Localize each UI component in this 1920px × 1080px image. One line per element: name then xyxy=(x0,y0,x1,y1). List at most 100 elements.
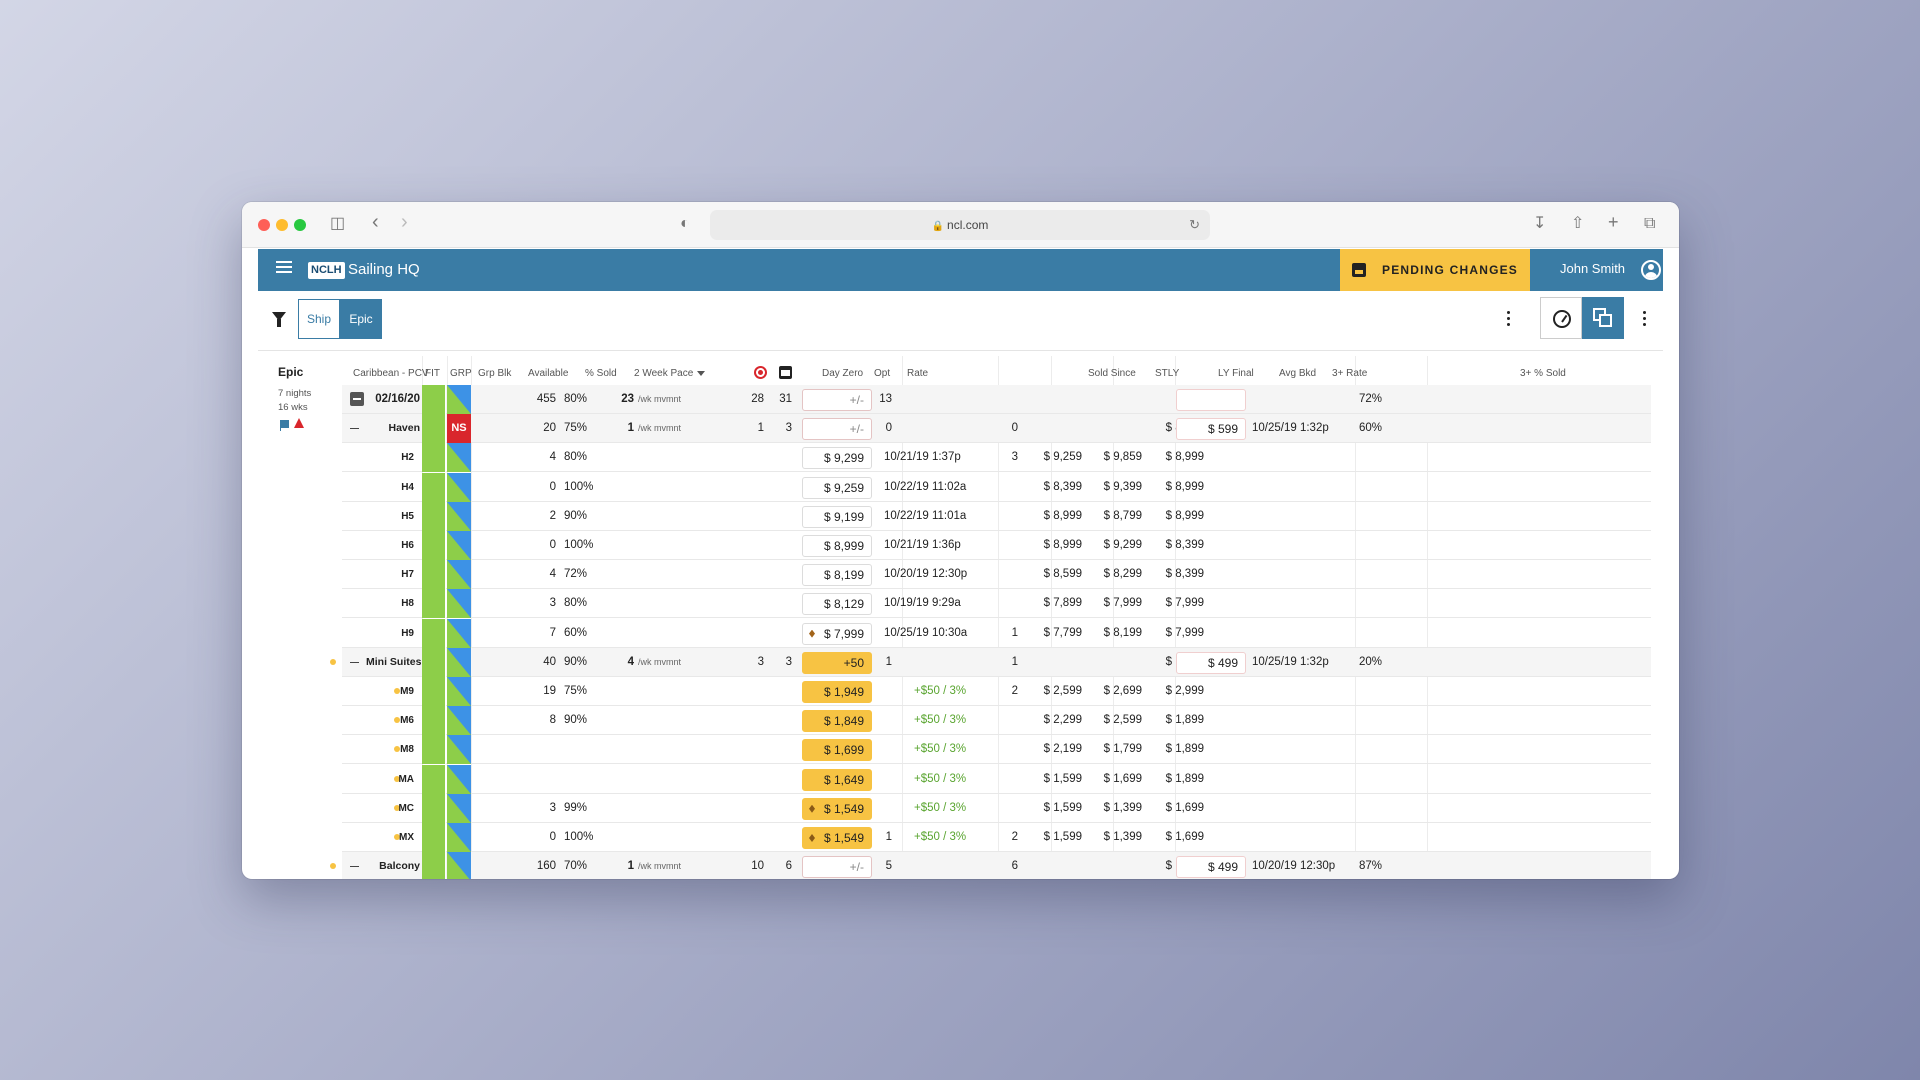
fit-cell[interactable] xyxy=(422,443,446,473)
grp-cell[interactable] xyxy=(447,531,471,560)
available-header[interactable]: Available xyxy=(528,368,569,379)
fit-cell[interactable] xyxy=(422,414,446,444)
category-code[interactable]: M6 xyxy=(400,715,414,727)
pct-sold-header[interactable]: % Sold xyxy=(585,368,617,379)
collapse-icon[interactable] xyxy=(350,392,364,406)
grp-cell[interactable] xyxy=(447,589,471,619)
collapse-icon[interactable] xyxy=(350,428,359,430)
fit-cell[interactable] xyxy=(422,589,446,619)
fit-header[interactable]: FIT xyxy=(425,368,440,379)
grp-cell[interactable] xyxy=(447,618,471,648)
rate-input[interactable]: +50 xyxy=(802,651,872,674)
grp-cell[interactable] xyxy=(447,706,471,736)
share-icon[interactable]: ⇧ xyxy=(1571,215,1585,232)
reload-icon[interactable]: ↻ xyxy=(1189,217,1200,232)
more-options-icon[interactable] xyxy=(1507,311,1511,329)
rate-input[interactable]: $ 9,199 xyxy=(802,505,872,528)
category-label[interactable]: Mini Suites xyxy=(366,655,422,668)
category-row[interactable]: H8 3 80% $ 8,129 10/19/19 9:29a $ 7,899 $ 7,99… xyxy=(342,589,1651,619)
grp-cell[interactable] xyxy=(447,472,471,502)
rate-input[interactable]: $ 1,849 xyxy=(802,710,872,733)
category-code[interactable]: H9 xyxy=(401,627,414,639)
sold-since-header[interactable]: Sold Since xyxy=(1088,368,1136,379)
fit-cell[interactable] xyxy=(422,531,446,560)
calendar-icon[interactable] xyxy=(779,366,792,379)
rate-input[interactable]: +/- xyxy=(802,389,872,411)
rate-input[interactable]: $ 1,549 xyxy=(802,827,872,849)
avg-bkd-header[interactable]: Avg Bkd xyxy=(1279,368,1317,379)
category-row[interactable]: H7 4 72% $ 8,199 10/20/19 12:30p $ 8,599 $ 8,2… xyxy=(342,560,1651,590)
target-icon[interactable] xyxy=(754,366,767,379)
close-window-button[interactable] xyxy=(258,219,270,231)
rate-input[interactable]: $ 9,299 xyxy=(802,447,872,470)
category-code[interactable]: H7 xyxy=(401,569,414,581)
user-name[interactable]: John Smith xyxy=(1560,261,1626,276)
category-code[interactable]: MX xyxy=(399,832,414,843)
rate-input[interactable]: $ 1,549 xyxy=(802,797,872,820)
day-zero-header[interactable]: Day Zero xyxy=(822,368,864,379)
minimize-window-button[interactable] xyxy=(276,219,288,231)
category-row[interactable]: H9 7 60% $ 7,999 10/25/19 10:30a 1 $ 7,799 $ 8,… xyxy=(342,618,1651,648)
epic-toggle-button[interactable]: Epic xyxy=(340,299,382,339)
ly-final-header[interactable]: LY Final xyxy=(1218,368,1254,379)
rate-input[interactable]: $ 8,999 xyxy=(802,535,872,557)
sailing-date[interactable]: 02/16/20 xyxy=(375,393,420,405)
category-row[interactable]: M6 8 90% $ 1,849 +$50 / 3% $ 2,299 $ 2,599 $ 1,… xyxy=(342,706,1651,736)
privacy-shield-icon[interactable]: ◐ xyxy=(680,215,690,232)
rate-header[interactable]: Rate xyxy=(907,368,929,379)
category-row[interactable]: M8 $ 1,699 +$50 / 3% $ 2,199 $ 1,799 $ 1,899 xyxy=(342,735,1651,765)
grp-cell[interactable] xyxy=(447,735,471,765)
warning-icon[interactable] xyxy=(294,418,304,428)
fit-cell[interactable] xyxy=(422,793,446,823)
category-code[interactable]: M9 xyxy=(400,686,414,697)
category-row[interactable]: H6 0 100% $ 8,999 10/21/19 1:36p $ 8,999 $ 9,2… xyxy=(342,531,1651,560)
category-code[interactable]: MA xyxy=(398,773,414,785)
fit-cell[interactable] xyxy=(422,852,446,879)
back-icon[interactable]: ‹ xyxy=(372,211,379,233)
category-row[interactable]: H2 4 80% $ 9,299 10/21/19 1:37p 3 $ 9,259 $ 9,8… xyxy=(342,443,1651,473)
fit-cell[interactable] xyxy=(422,560,446,590)
category-code[interactable]: H5 xyxy=(401,510,414,522)
pace-header[interactable]: 2 Week Pace xyxy=(634,368,706,379)
category-row[interactable]: MX 0 100% 1 $ 1,549 +$50 / 3% 2 $ 1,599 $ 1,399 $… xyxy=(342,823,1651,852)
rate-input[interactable]: $ 7,999 xyxy=(802,622,872,645)
grp-header[interactable]: GRP xyxy=(450,368,472,379)
rate3-input[interactable] xyxy=(1176,389,1246,411)
fit-cell[interactable] xyxy=(422,677,446,706)
pending-changes-button[interactable]: PENDING CHANGES xyxy=(1340,249,1530,291)
new-tab-icon[interactable]: + xyxy=(1608,212,1619,232)
collapse-icon[interactable] xyxy=(350,661,359,663)
category-label[interactable]: Haven xyxy=(388,422,420,435)
ship-toggle-button[interactable]: Ship xyxy=(298,299,340,339)
dashboard-button[interactable] xyxy=(1540,297,1582,339)
fit-cell[interactable] xyxy=(422,501,446,531)
grp-cell[interactable] xyxy=(447,443,471,473)
fit-cell[interactable] xyxy=(422,385,446,414)
category-code[interactable]: H6 xyxy=(401,540,414,551)
category-row[interactable]: MA $ 1,649 +$50 / 3% $ 1,599 $ 1,699 $ 1,899 xyxy=(342,764,1651,794)
opt-header[interactable]: Opt xyxy=(874,368,891,379)
grp-cell[interactable] xyxy=(447,823,471,852)
rate-input[interactable]: $ 1,699 xyxy=(802,739,872,762)
forward-icon[interactable]: › xyxy=(401,211,408,233)
maximize-window-button[interactable] xyxy=(294,219,306,231)
stly-header[interactable]: STLY xyxy=(1155,368,1180,379)
rate3-input[interactable]: $ 499 xyxy=(1176,651,1246,674)
fit-cell[interactable] xyxy=(422,472,446,502)
user-avatar-icon[interactable] xyxy=(1641,260,1661,280)
download-icon[interactable]: ↧ xyxy=(1533,215,1547,232)
fit-cell[interactable] xyxy=(422,735,446,765)
rate-input[interactable]: $ 8,129 xyxy=(802,593,872,616)
category-code[interactable]: H8 xyxy=(401,598,414,610)
rate-input[interactable]: +/- xyxy=(802,418,872,441)
fit-cell[interactable] xyxy=(422,706,446,736)
category-row[interactable]: H4 0 100% $ 9,259 10/22/19 11:02a $ 8,399 $ 9,… xyxy=(342,472,1651,502)
category-code[interactable]: H2 xyxy=(401,452,414,464)
category-row[interactable]: H5 2 90% $ 9,199 10/22/19 11:01a $ 8,999 $ 8,7… xyxy=(342,501,1651,531)
rate3-input[interactable]: $ 599 xyxy=(1176,418,1246,441)
more-options-icon-secondary[interactable] xyxy=(1643,311,1647,329)
grp-cell[interactable]: NS xyxy=(447,414,471,444)
